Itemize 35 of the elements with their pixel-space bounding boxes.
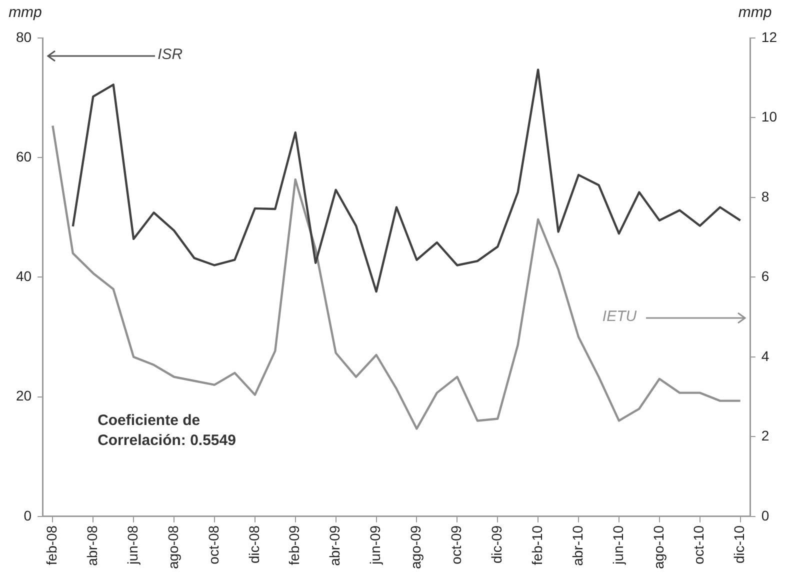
y2-axis-title: mmp (738, 4, 772, 21)
x-tick-label: feb-10 (528, 525, 545, 566)
x-tick-label: dic-09 (488, 525, 504, 564)
x-tick-label: dic-10 (731, 525, 748, 564)
series-label: IETU (602, 308, 637, 325)
x-tick-label: abr-09 (326, 525, 343, 566)
y-axis-title: mmp (8, 4, 42, 21)
x-tick-label: feb-08 (44, 525, 60, 566)
x-tick-label: jun-10 (610, 525, 626, 566)
y-tick-label: 80 (16, 28, 32, 45)
x-tick-label: feb-09 (286, 525, 302, 566)
x-tick-label: dic-08 (246, 525, 262, 564)
x-tick-label: oct-10 (690, 525, 707, 564)
x-tick-label: abr-10 (569, 525, 586, 566)
y-tick-label: 20 (16, 388, 32, 404)
annotation: Coeficiente de Correlación: 0.5549 (98, 411, 237, 452)
x-tick-label: ago-09 (408, 525, 424, 569)
y2-tick-label: 4 (761, 348, 770, 364)
y2-tick-label: 12 (761, 28, 778, 45)
y2-tick-label: 6 (761, 268, 770, 284)
y2-tick-label: 8 (761, 188, 770, 204)
y2-tick-label: 2 (761, 428, 770, 444)
x-tick-label: ago-08 (164, 525, 181, 569)
y2-tick-label: 0 (761, 507, 770, 524)
x-tick-label: oct-08 (205, 525, 222, 564)
x-tick-label: oct-09 (448, 525, 464, 564)
x-tick-label: ago-10 (650, 525, 666, 569)
x-tick-label: jun-09 (367, 525, 384, 566)
y-tick-label: 60 (16, 148, 32, 164)
y2-tick-label: 10 (761, 108, 778, 125)
x-tick-label: jun-08 (124, 525, 140, 566)
text: ISR (158, 46, 183, 63)
y-tick-label: 40 (16, 268, 32, 284)
x-tick-label: abr-08 (84, 525, 100, 566)
y-tick-label: 0 (24, 507, 32, 524)
